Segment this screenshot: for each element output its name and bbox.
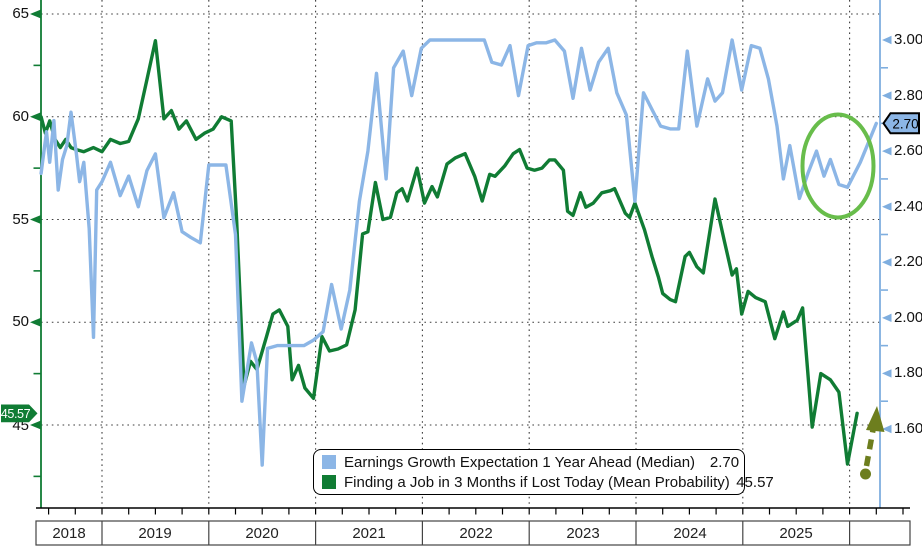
right-axis-label: 2.00: [894, 309, 922, 326]
x-axis-year: 2022: [459, 525, 493, 542]
right-axis-label: 2.60: [894, 142, 922, 159]
right-axis-label: 3.00: [894, 31, 922, 48]
x-axis-year: 2024: [673, 525, 707, 542]
right-axis-label: 2.20: [894, 253, 922, 270]
right-axis-label: 1.80: [894, 364, 922, 381]
legend: Earnings Growth Expectation 1 Year Ahead…: [313, 449, 774, 495]
left-axis-label: 60: [12, 108, 29, 125]
left-axis-value-badge: [1, 404, 38, 423]
left-badge-text: 45.57: [1, 407, 31, 421]
legend-label: Finding a Job in 3 Months if Lost Today …: [344, 473, 730, 491]
right-badge-text: 2.70: [892, 117, 918, 132]
legend-value: 2.70: [709, 453, 740, 471]
x-axis-year: 2018: [52, 525, 86, 542]
legend-item-earnings: Earnings Growth Expectation 1 Year Ahead…: [322, 453, 739, 472]
arrow-shaft: [863, 429, 876, 467]
right-axis-value-badge: [882, 112, 920, 135]
left-axis-label: 50: [12, 313, 29, 330]
series-line: [39, 38, 878, 467]
legend-swatch-blue: [322, 455, 336, 469]
legend-label: Earnings Growth Expectation 1 Year Ahead…: [344, 453, 696, 471]
x-axis-year: 2020: [245, 525, 279, 542]
right-axis-label: 1.60: [894, 420, 922, 437]
legend-value: 45.57: [736, 473, 774, 491]
x-axis-year: 2025: [779, 525, 813, 542]
left-axis-label: 65: [12, 5, 29, 22]
arrow-head-icon: [866, 406, 885, 432]
x-axis-year: 2021: [352, 525, 386, 542]
legend-item-job-finding: Finding a Job in 3 Months if Lost Today …: [322, 473, 774, 492]
x-axis-year: 2019: [138, 525, 172, 542]
x-axis-year: 2023: [566, 525, 600, 542]
highlight-ellipse: [800, 112, 876, 220]
legend-swatch-green: [322, 475, 336, 489]
arrow-dot: [860, 468, 871, 480]
right-axis-label: 2.40: [894, 198, 922, 215]
series-line: [39, 39, 859, 466]
right-axis-label: 2.80: [894, 87, 922, 104]
left-axis-label: 55: [12, 211, 29, 228]
